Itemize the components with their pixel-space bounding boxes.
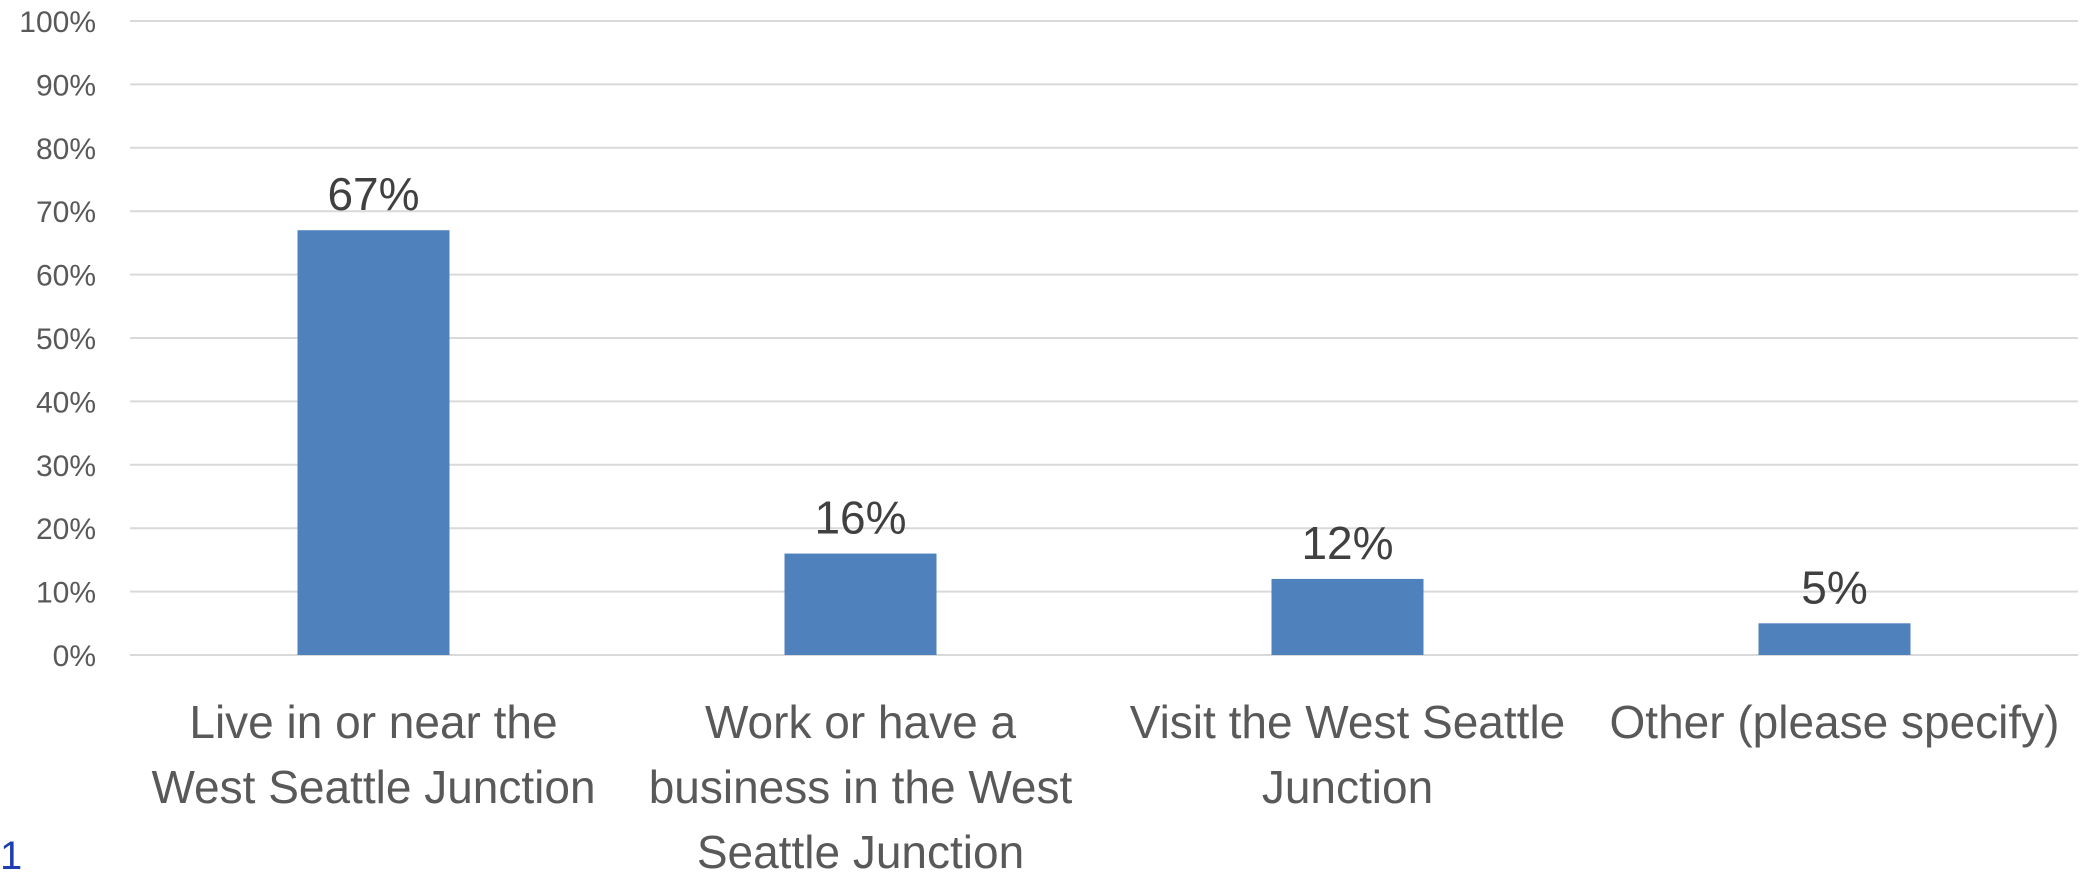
data-label: 12% bbox=[1301, 517, 1393, 569]
y-tick-label: 70% bbox=[36, 196, 96, 229]
y-tick-label: 100% bbox=[19, 6, 96, 39]
x-category-label: Junction bbox=[1262, 761, 1433, 813]
bar bbox=[297, 230, 450, 655]
data-label: 16% bbox=[814, 492, 906, 544]
x-category-label: Seattle Junction bbox=[697, 826, 1024, 876]
y-tick-label: 40% bbox=[36, 386, 96, 419]
y-tick-label: 50% bbox=[36, 323, 96, 356]
data-label: 5% bbox=[1801, 561, 1867, 613]
bar bbox=[1271, 578, 1424, 655]
x-category-label: Visit the West Seattle bbox=[1130, 696, 1566, 748]
bar bbox=[784, 553, 937, 655]
x-category-label: Other (please specify) bbox=[1610, 696, 2060, 748]
y-tick-label: 80% bbox=[36, 133, 96, 166]
y-tick-label: 0% bbox=[53, 640, 96, 673]
data-label: 67% bbox=[327, 168, 419, 220]
y-tick-label: 10% bbox=[36, 577, 96, 610]
bar bbox=[1758, 623, 1911, 655]
y-tick-label: 90% bbox=[36, 69, 96, 102]
y-tick-label: 20% bbox=[36, 513, 96, 546]
x-category-label: Live in or near the bbox=[189, 696, 557, 748]
y-tick-label: 60% bbox=[36, 260, 96, 293]
x-category-label: West Seattle Junction bbox=[151, 761, 595, 813]
x-category-label: business in the West bbox=[649, 761, 1073, 813]
y-tick-label: 30% bbox=[36, 450, 96, 483]
x-category-label: Work or have a bbox=[705, 696, 1016, 748]
page-number: 1 bbox=[0, 834, 23, 878]
